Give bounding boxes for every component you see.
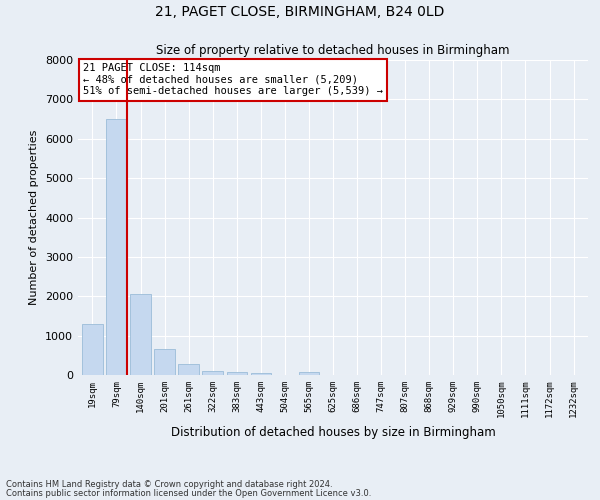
- Bar: [178, 364, 199, 375]
- X-axis label: Distribution of detached houses by size in Birmingham: Distribution of detached houses by size …: [170, 426, 496, 439]
- Bar: [154, 349, 175, 375]
- Bar: [130, 294, 151, 375]
- Y-axis label: Number of detached properties: Number of detached properties: [29, 130, 40, 305]
- Text: Contains HM Land Registry data © Crown copyright and database right 2024.: Contains HM Land Registry data © Crown c…: [6, 480, 332, 489]
- Bar: [106, 119, 127, 375]
- Text: Contains public sector information licensed under the Open Government Licence v3: Contains public sector information licen…: [6, 488, 371, 498]
- Bar: [251, 373, 271, 375]
- Bar: [227, 372, 247, 375]
- Text: 21, PAGET CLOSE, BIRMINGHAM, B24 0LD: 21, PAGET CLOSE, BIRMINGHAM, B24 0LD: [155, 5, 445, 19]
- Text: 21 PAGET CLOSE: 114sqm
← 48% of detached houses are smaller (5,209)
51% of semi-: 21 PAGET CLOSE: 114sqm ← 48% of detached…: [83, 63, 383, 96]
- Title: Size of property relative to detached houses in Birmingham: Size of property relative to detached ho…: [156, 44, 510, 58]
- Bar: [202, 370, 223, 375]
- Bar: [299, 372, 319, 375]
- Bar: [82, 324, 103, 375]
